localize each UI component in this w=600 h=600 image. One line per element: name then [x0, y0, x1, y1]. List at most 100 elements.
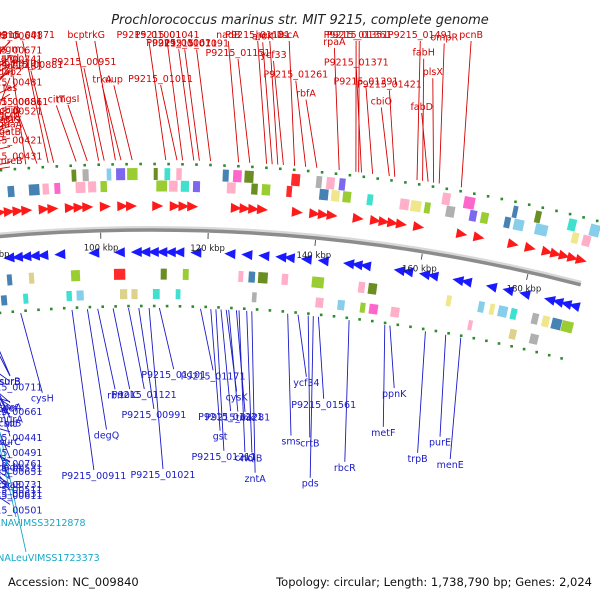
- feature-block: [70, 270, 81, 282]
- forward-gene-arrow: [239, 203, 251, 214]
- track-dot: [55, 165, 59, 168]
- track-dot: [500, 197, 504, 201]
- forward-gene-label: P9215_01421: [357, 79, 422, 90]
- forward-gene-label: P9215_01361: [327, 30, 392, 41]
- reverse-gene-arrow: [147, 247, 159, 257]
- forward-gene-arrow: [152, 201, 164, 211]
- reverse-gene-arrow: [552, 298, 565, 308]
- forward-gene-label: pcnB: [459, 30, 483, 41]
- feature-block: [423, 202, 432, 214]
- feature-block: [169, 180, 178, 192]
- leader-line: [0, 394, 11, 418]
- track-dot: [390, 179, 393, 182]
- feature-block: [530, 312, 540, 325]
- reverse-gene-arrow: [173, 247, 185, 258]
- forward-gene-arrow: [523, 241, 536, 252]
- leader-line: [251, 311, 256, 473]
- leader-line: [246, 310, 253, 453]
- track-dot: [473, 192, 476, 195]
- leader-line: [380, 107, 390, 177]
- forward-gene-arrow: [178, 201, 190, 212]
- reverse-gene-label: P9215_00731: [0, 480, 42, 491]
- forward-gene-arrow: [187, 201, 199, 212]
- reverse-gene-label: P9215_01281: [205, 413, 270, 424]
- feature-block: [106, 168, 112, 181]
- track-dot: [165, 304, 169, 308]
- leader-line: [215, 309, 225, 451]
- forward-gene-label: P9215_00951: [52, 57, 117, 68]
- feature-block: [251, 292, 257, 303]
- forward-gene-label: aroK: [252, 31, 274, 42]
- forward-gene-arrow: [38, 204, 50, 215]
- forward-gene-label: P9215_01391: [334, 77, 399, 88]
- track-dot: [334, 172, 338, 175]
- track-dot: [11, 310, 15, 313]
- track-dot: [268, 309, 272, 312]
- forward-gene-label: citT: [48, 94, 66, 105]
- reverse-gene-arrow: [560, 300, 573, 310]
- leader-line: [94, 40, 116, 161]
- feature-block: [503, 216, 512, 229]
- track-dot: [0, 311, 2, 315]
- leader-line: [0, 350, 11, 376]
- forward-gene-label: gatB: [0, 127, 21, 138]
- reverse-gene-label: ppnK: [382, 389, 407, 400]
- reverse-gene-label: holB: [241, 454, 262, 465]
- reverse-gene-label: P9215_00661: [0, 407, 42, 418]
- reverse-gene-arrow: [502, 286, 515, 297]
- track-dot: [514, 200, 517, 204]
- reverse-gene-label: menE: [437, 460, 464, 471]
- forward-gene-label: dap2: [0, 67, 22, 78]
- track-dot: [541, 206, 545, 209]
- reverse-gene-label: surC: [0, 437, 21, 448]
- leader-line: [220, 309, 232, 412]
- feature-block: [164, 168, 171, 181]
- leader-line: [184, 49, 200, 161]
- track-dot: [24, 309, 27, 312]
- forward-gene-label: bcp: [67, 30, 84, 41]
- leader-line: [0, 446, 17, 518]
- reverse-gene-label: P9215_01101: [141, 370, 206, 381]
- track-dot: [88, 305, 92, 309]
- feature-block: [367, 282, 378, 295]
- map-title: Prochlorococcus marinus str. MIT 9215, c…: [111, 13, 489, 28]
- reverse-gene-arrow: [351, 260, 363, 271]
- leader-line: [22, 40, 49, 163]
- track-dot: [376, 177, 379, 180]
- leader-line: [439, 334, 447, 437]
- reverse-gene-arrow: [275, 252, 287, 263]
- feature-block: [533, 223, 549, 237]
- leader-line: [166, 40, 184, 161]
- kbp-label: 100 kbp: [84, 244, 119, 254]
- leader-line: [86, 309, 107, 430]
- forward-gene-arrow: [369, 215, 381, 225]
- feature-block: [7, 185, 15, 198]
- forward-gene-label: P9215_00641: [0, 31, 42, 42]
- forward-gene-arrow: [540, 245, 553, 256]
- track-dot: [459, 334, 463, 337]
- track-dot: [319, 313, 323, 317]
- feature-block: [560, 319, 575, 334]
- track-dot: [555, 209, 558, 213]
- feature-block: [100, 181, 108, 193]
- reverse-gene-arrow: [54, 249, 66, 260]
- kbp-label: 140 kbp: [296, 251, 331, 261]
- reverse-gene-arrow: [568, 302, 581, 312]
- track-dot: [111, 163, 114, 166]
- track-dot: [348, 173, 352, 177]
- track-dot: [62, 306, 66, 310]
- feature-block: [445, 205, 456, 218]
- feature-block: [116, 168, 126, 181]
- leader-line: [71, 309, 95, 471]
- leader-line: [417, 331, 426, 453]
- leader-line: [262, 42, 273, 165]
- backbone-shadow: [0, 225, 582, 285]
- feature-block: [222, 169, 229, 182]
- feature-block: [119, 289, 128, 300]
- track-dot: [83, 163, 86, 167]
- feature-block: [22, 293, 29, 304]
- reverse-gene-label: cysK: [226, 392, 249, 403]
- feature-block: [315, 175, 323, 189]
- feature-block: [441, 192, 452, 206]
- track-dot: [447, 332, 450, 335]
